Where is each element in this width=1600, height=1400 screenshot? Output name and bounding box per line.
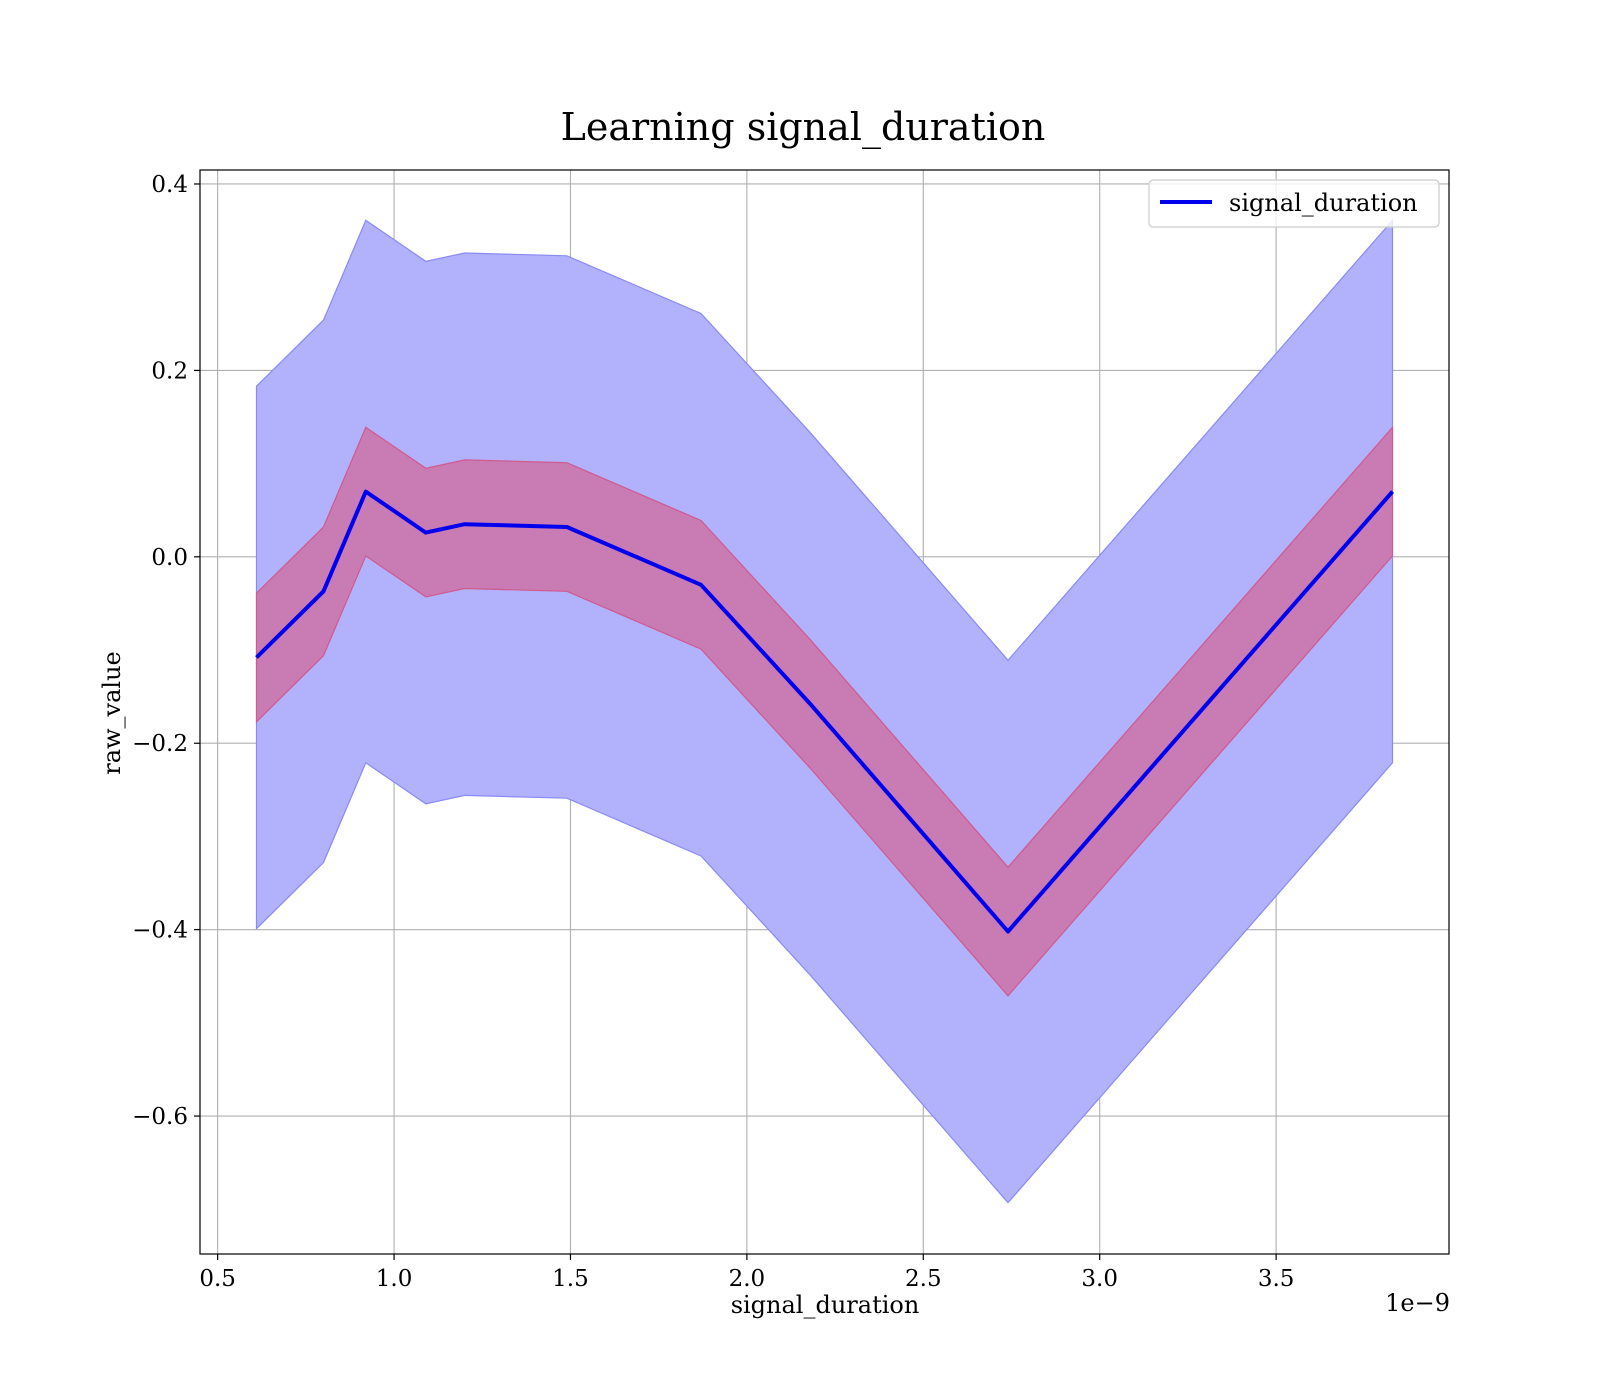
- series-line: [255, 489, 1395, 934]
- x-tick-label: 1.5: [552, 1266, 589, 1292]
- x-tick-label: 1.0: [376, 1266, 413, 1292]
- x-ticks: 0.5 1.0 1.5 2.0 2.5 3.0 3.5: [199, 1254, 1294, 1292]
- legend-box: [1148, 179, 1440, 228]
- legend: signal_duration: [1148, 179, 1440, 228]
- y-tick-label: −0.4: [132, 918, 188, 944]
- x-tick-label: 3.5: [1258, 1266, 1295, 1292]
- plot-frame: [199, 169, 1450, 1255]
- y-ticks: 0.4 0.2 0.0 −0.2 −0.4 −0.6: [132, 172, 200, 1130]
- x-axis-label: signal_duration: [731, 1291, 920, 1319]
- x-offset-label: 1e−9: [1385, 1289, 1450, 1317]
- y-axis-label: raw_value: [98, 651, 126, 775]
- x-tick-label: 2.0: [729, 1266, 766, 1292]
- y-tick-label: 0.4: [151, 172, 188, 198]
- y-tick-label: 0.2: [151, 358, 188, 384]
- legend-label: signal_duration: [1229, 189, 1418, 217]
- y-tick-label: −0.2: [132, 731, 188, 757]
- chart-title: Learning signal_duration: [561, 105, 1046, 150]
- inner-confidence-band: [255, 425, 1394, 997]
- x-tick-label: 2.5: [905, 1266, 942, 1292]
- y-tick-label: 0.0: [151, 545, 188, 571]
- x-tick-label: 3.0: [1081, 1266, 1118, 1292]
- y-tick-label: −0.6: [132, 1104, 188, 1130]
- bands: [255, 218, 1394, 1204]
- x-tick-label: 0.5: [199, 1266, 236, 1292]
- series-lines: [255, 489, 1395, 934]
